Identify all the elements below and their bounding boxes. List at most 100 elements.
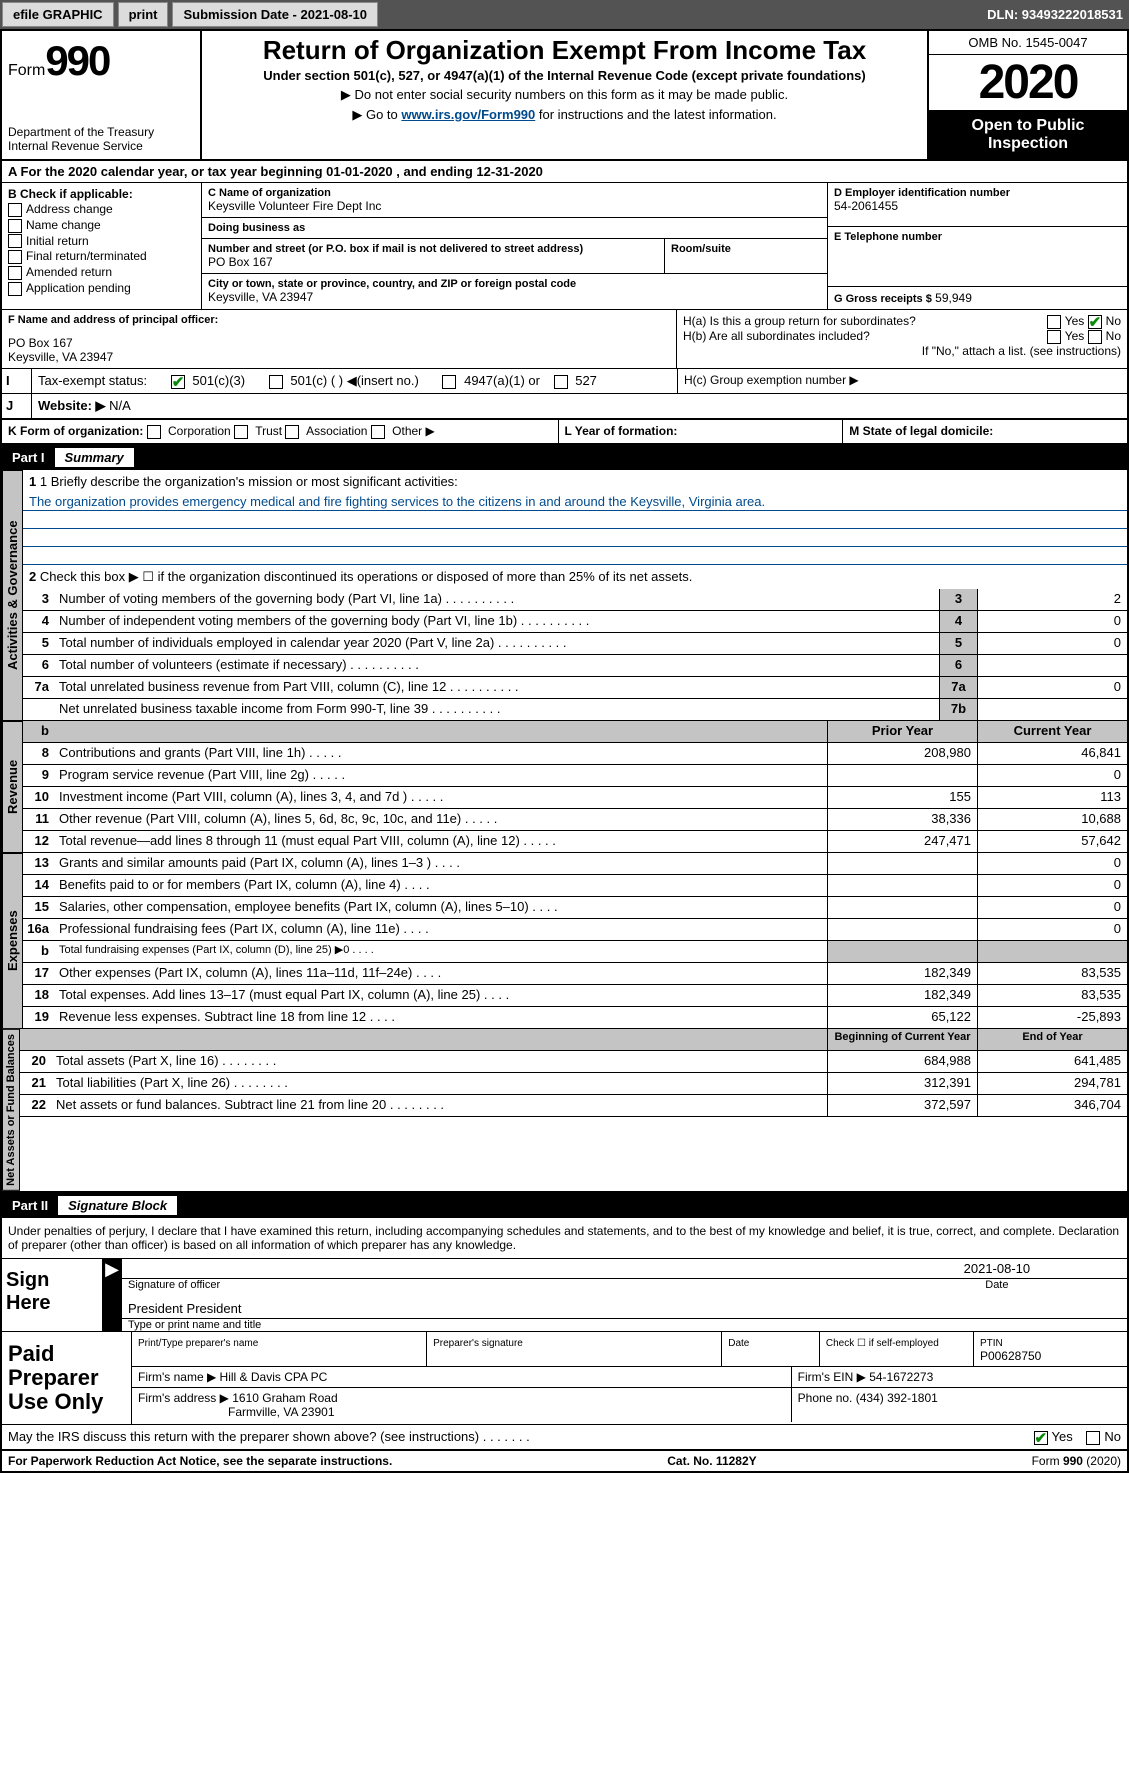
line-num: 19 (23, 1007, 53, 1028)
open-public-badge: Open to Public Inspection (929, 111, 1127, 159)
dln-label: DLN: 93493222018531 (987, 7, 1127, 22)
prior-year-header: Prior Year (827, 721, 977, 742)
cb-527[interactable] (554, 375, 568, 389)
line-num: 22 (20, 1095, 50, 1116)
prior-value (827, 853, 977, 874)
efile-graphic-button[interactable]: efile GRAPHIC (2, 2, 114, 27)
street-address: PO Box 167 (208, 255, 658, 269)
line-box: 7a (939, 677, 977, 698)
cb-amended[interactable]: Amended return (8, 265, 195, 280)
row-j-label: J (2, 394, 32, 418)
section-hc: H(c) Group exemption number ▶ (677, 369, 1127, 393)
current-value (977, 941, 1127, 962)
cb-name-change[interactable]: Name change (8, 218, 195, 233)
cb-corp[interactable] (147, 425, 161, 439)
line-num: 11 (23, 809, 53, 830)
current-value: 0 (977, 853, 1127, 874)
cb-final-return[interactable]: Final return/terminated (8, 249, 195, 264)
line-box: 4 (939, 611, 977, 632)
line-num: 15 (23, 897, 53, 918)
current-value: 0 (977, 919, 1127, 940)
current-value: 83,535 (977, 985, 1127, 1006)
section-d-e-g: D Employer identification number 54-2061… (827, 183, 1127, 309)
section-b-checkboxes: B Check if applicable: Address change Na… (2, 183, 202, 309)
revenue-label: Revenue (2, 721, 23, 853)
submission-date-button[interactable]: Submission Date - 2021-08-10 (172, 2, 378, 27)
end-value: 641,485 (977, 1051, 1127, 1072)
prior-value (827, 941, 977, 962)
cb-4947[interactable] (442, 375, 456, 389)
current-value: -25,893 (977, 1007, 1127, 1028)
section-k: K Form of organization: Corporation Trus… (2, 420, 559, 443)
line-value (977, 699, 1127, 720)
line-text: Grants and similar amounts paid (Part IX… (53, 853, 827, 874)
line-text: Number of voting members of the governin… (53, 589, 939, 610)
discuss-row: May the IRS discuss this return with the… (2, 1425, 1127, 1451)
ha-yes[interactable] (1047, 315, 1061, 329)
net-assets-label: Net Assets or Fund Balances (2, 1029, 20, 1191)
end-year-header: End of Year (977, 1029, 1127, 1050)
gross-receipts: 59,949 (935, 291, 972, 305)
cb-initial-return[interactable]: Initial return (8, 234, 195, 249)
print-button[interactable]: print (118, 2, 169, 27)
line-text: Total unrelated business revenue from Pa… (53, 677, 939, 698)
line-text: Other revenue (Part VIII, column (A), li… (53, 809, 827, 830)
hb-yes[interactable] (1047, 330, 1061, 344)
cb-501c[interactable] (269, 375, 283, 389)
current-value: 10,688 (977, 809, 1127, 830)
line-num: 14 (23, 875, 53, 896)
discuss-no[interactable] (1086, 1431, 1100, 1445)
form-number: Form990 (8, 37, 194, 85)
line-text: Total revenue—add lines 8 through 11 (mu… (53, 831, 827, 852)
cb-address-change[interactable]: Address change (8, 202, 195, 217)
part-i-header: Part ISummary (2, 445, 1127, 470)
line-num: 21 (20, 1073, 50, 1094)
org-name: Keysville Volunteer Fire Dept Inc (208, 199, 821, 213)
line-text: Total number of individuals employed in … (53, 633, 939, 654)
line-text: Number of independent voting members of … (53, 611, 939, 632)
row-i-label: I (2, 369, 32, 393)
prior-value (827, 765, 977, 786)
line-num: b (23, 941, 53, 962)
prior-value: 182,349 (827, 963, 977, 984)
line-text: Investment income (Part VIII, column (A)… (53, 787, 827, 808)
begin-value: 372,597 (827, 1095, 977, 1116)
section-f: F Name and address of principal officer:… (2, 310, 677, 368)
line-num: 6 (23, 655, 53, 676)
section-l: L Year of formation: (559, 420, 844, 443)
current-value: 0 (977, 897, 1127, 918)
hb-no[interactable] (1088, 330, 1102, 344)
cb-trust[interactable] (234, 425, 248, 439)
sign-here-label: Sign Here (2, 1259, 102, 1331)
form-subtitle: Under section 501(c), 527, or 4947(a)(1)… (210, 68, 919, 83)
current-value: 0 (977, 765, 1127, 786)
goto-note: ▶ Go to www.irs.gov/Form990 for instruct… (210, 107, 919, 123)
firm-name: Hill & Davis CPA PC (220, 1370, 328, 1384)
cb-other[interactable] (371, 425, 385, 439)
discuss-yes[interactable] (1034, 1431, 1048, 1445)
tax-exempt-status: Tax-exempt status: 501(c)(3) 501(c) ( ) … (32, 369, 677, 393)
line-text: Professional fundraising fees (Part IX, … (53, 919, 827, 940)
cb-assoc[interactable] (285, 425, 299, 439)
irs-link[interactable]: www.irs.gov/Form990 (401, 107, 535, 122)
firm-ein: 54-1672273 (869, 1370, 933, 1384)
cb-501c3[interactable] (171, 375, 185, 389)
line-box: 6 (939, 655, 977, 676)
ssn-note: ▶ Do not enter social security numbers o… (210, 87, 919, 103)
ha-no[interactable] (1088, 315, 1102, 329)
current-year-header: Current Year (977, 721, 1127, 742)
section-c: C Name of organization Keysville Volunte… (202, 183, 827, 309)
line-box: 3 (939, 589, 977, 610)
website-row: Website: ▶ N/A (32, 394, 1127, 418)
line-text: Total expenses. Add lines 13–17 (must eq… (53, 985, 827, 1006)
activities-label: Activities & Governance (2, 470, 23, 721)
line-num: 9 (23, 765, 53, 786)
line-num: 3 (23, 589, 53, 610)
form-990: Form990 Department of the Treasury Inter… (0, 29, 1129, 1473)
line-num (23, 699, 53, 720)
cb-application-pending[interactable]: Application pending (8, 281, 195, 296)
end-value: 294,781 (977, 1073, 1127, 1094)
part-ii-header: Part IISignature Block (2, 1193, 1127, 1218)
officer-name: President President (122, 1299, 1127, 1319)
q1: 1 1 Briefly describe the organization's … (23, 470, 1127, 493)
